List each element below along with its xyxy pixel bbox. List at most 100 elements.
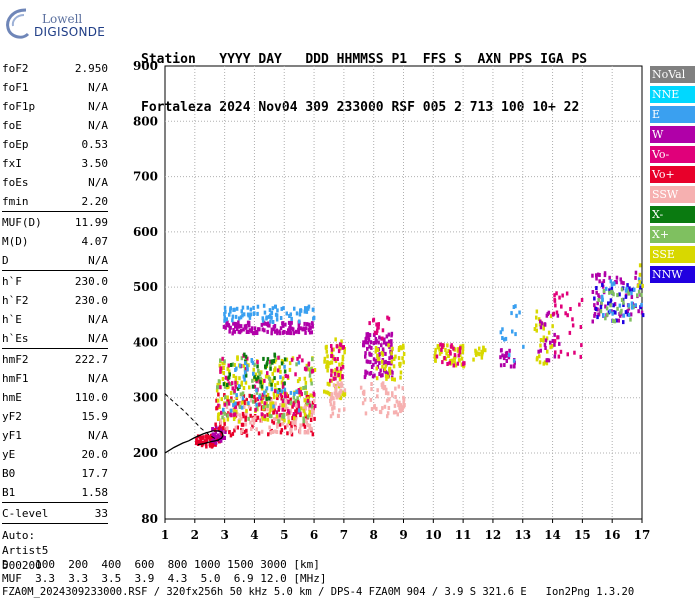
echo-point — [235, 323, 238, 328]
echo-point — [391, 346, 394, 351]
echo-point — [289, 312, 292, 317]
x-tick-label: 14 — [544, 528, 561, 542]
legend-item-x-: X+ — [650, 226, 695, 243]
echo-point — [268, 414, 272, 418]
echo-point — [240, 430, 243, 434]
legend-item-ssw: SSW — [650, 186, 695, 203]
echo-point — [268, 323, 271, 328]
echo-point — [306, 414, 310, 419]
echo-point — [609, 303, 612, 308]
echo-point — [399, 345, 402, 350]
echo-point — [561, 293, 564, 298]
echo-point — [239, 392, 243, 397]
echo-point — [283, 405, 287, 410]
echo-point — [553, 354, 557, 359]
echo-point — [338, 382, 341, 387]
echo-point — [273, 389, 277, 394]
echo-point — [313, 368, 317, 372]
echo-point — [238, 330, 242, 335]
echo-point — [266, 371, 269, 376]
echo-point — [288, 327, 292, 332]
echo-point — [306, 398, 310, 403]
echo-point — [243, 401, 247, 406]
echo-point — [386, 371, 389, 376]
echo-point — [553, 332, 556, 337]
echo-point — [250, 358, 253, 362]
echo-point — [613, 319, 617, 324]
echo-point — [385, 334, 389, 339]
echo-point — [624, 310, 628, 315]
echo-point — [376, 325, 379, 330]
autoscaling-line: Auto: — [2, 529, 36, 542]
echo-point — [274, 401, 277, 406]
x-tick-label: 10 — [425, 528, 442, 542]
echo-point — [240, 382, 243, 387]
echo-point — [609, 279, 612, 284]
echo-point — [636, 293, 639, 298]
echo-point — [602, 313, 605, 317]
echo-point — [247, 401, 250, 406]
echo-point — [308, 330, 312, 335]
param-value: 17.7 — [81, 467, 109, 480]
echo-point — [332, 347, 335, 352]
echo-point — [384, 391, 388, 396]
echo-point — [216, 385, 219, 390]
param-value: 0.53 — [81, 138, 109, 151]
echo-point — [261, 318, 265, 323]
echo-point — [341, 354, 345, 359]
echo-point — [560, 304, 563, 309]
echo-point — [234, 324, 237, 329]
param-value: 2.950 — [74, 62, 108, 75]
echo-point — [282, 390, 285, 395]
echo-point — [338, 408, 341, 413]
echo-point — [598, 295, 601, 300]
param-value: 2.20 — [81, 195, 109, 208]
echo-point — [235, 410, 238, 414]
echo-point — [330, 354, 334, 358]
echo-point — [248, 385, 251, 390]
echo-point — [215, 435, 218, 439]
echo-point — [608, 309, 612, 314]
echo-point — [273, 407, 276, 412]
echo-point — [369, 360, 372, 365]
echo-point — [459, 346, 462, 351]
echo-point — [622, 300, 625, 305]
echo-point — [290, 357, 294, 362]
echo-point — [499, 348, 503, 353]
echo-point — [629, 312, 633, 317]
echo-point — [553, 297, 556, 302]
echo-point — [277, 405, 281, 410]
echo-point — [268, 380, 272, 384]
x-tick-label: 4 — [250, 528, 258, 542]
echo-point — [242, 312, 246, 317]
echo-point — [283, 357, 287, 362]
echo-point — [549, 345, 552, 350]
echo-point — [397, 403, 400, 408]
echo-point — [241, 411, 245, 416]
echo-point — [217, 392, 220, 397]
echo-point — [275, 422, 279, 427]
echo-point — [308, 322, 311, 327]
echo-point — [538, 354, 541, 359]
echo-point — [569, 307, 572, 311]
echo-point — [280, 389, 284, 394]
echo-point — [510, 311, 513, 316]
echo-point — [332, 383, 336, 388]
echo-point — [255, 388, 258, 393]
echo-point — [610, 286, 614, 291]
echo-point — [254, 407, 257, 412]
echo-point — [280, 361, 284, 366]
echo-point — [387, 316, 391, 321]
echo-point — [222, 426, 225, 431]
echo-point — [311, 432, 315, 437]
echo-point — [332, 396, 335, 401]
echo-point — [374, 349, 378, 354]
echo-point — [377, 356, 380, 361]
echo-point — [278, 413, 282, 418]
echo-point — [618, 292, 621, 297]
echo-point — [303, 424, 307, 429]
echo-point — [397, 384, 401, 389]
echo-point — [305, 393, 309, 398]
echo-point — [231, 314, 235, 319]
legend-item-x-: X- — [650, 206, 695, 223]
